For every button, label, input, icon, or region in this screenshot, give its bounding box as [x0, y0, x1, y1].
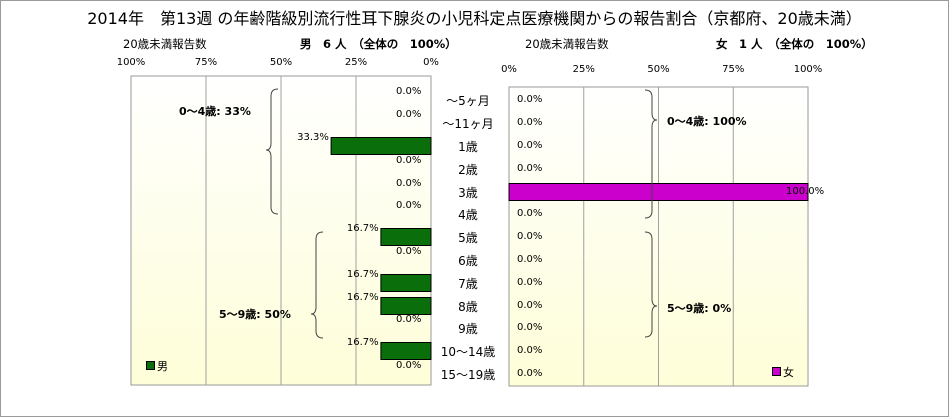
female-data-label: 100.0%	[786, 186, 825, 197]
male-data-label: 0.0%	[396, 246, 422, 257]
female-data-label: 0.0%	[517, 231, 543, 242]
female-brace-5-9	[644, 231, 658, 338]
male-brace-0-4	[265, 88, 279, 215]
female-data-label: 0.0%	[517, 140, 543, 151]
female-brace-0-4	[644, 89, 658, 219]
male-data-label: 0.0%	[396, 109, 422, 120]
male-data-label: 16.7%	[346, 223, 379, 234]
male-group-5-9-label: 5～9歳: 50%	[219, 308, 291, 321]
male-data-label: 0.0%	[396, 178, 422, 189]
male-data-label: 0.0%	[396, 360, 422, 371]
female-data-label: 0.0%	[517, 208, 543, 219]
male-x-tick-label: 50%	[269, 57, 293, 68]
female-data-label: 0.0%	[517, 163, 543, 174]
category-label: 7歳	[458, 277, 478, 291]
female-header: 20歳未満報告数	[525, 37, 609, 51]
male-x-tick-label: 25%	[344, 57, 368, 68]
male-legend: 男	[146, 358, 168, 374]
category-label: 15～19歳	[440, 368, 496, 382]
category-label: 8歳	[458, 300, 478, 314]
category-label: 2歳	[458, 163, 478, 177]
female-data-label: 0.0%	[517, 94, 543, 105]
female-data-label: 0.0%	[517, 254, 543, 265]
category-label: 3歳	[458, 186, 478, 200]
male-bar	[380, 228, 432, 246]
female-legend-label: 女	[783, 366, 794, 379]
category-label: 9歳	[458, 322, 478, 336]
female-legend-swatch	[772, 367, 781, 376]
chart-title: 2014年 第13週 の年齢階級別流行性耳下腺炎の小児科定点医療機関からの報告割…	[87, 9, 862, 28]
female-bar	[508, 183, 809, 201]
male-bar	[380, 274, 432, 292]
female-count: 女 1 人 （全体の 100%）	[716, 37, 873, 51]
male-data-label: 16.7%	[346, 292, 379, 303]
male-data-label: 0.0%	[396, 155, 422, 166]
female-x-tick-label: 100%	[793, 64, 823, 75]
male-data-label: 33.3%	[297, 132, 329, 143]
category-label: ～5ヶ月	[446, 94, 490, 108]
female-legend: 女	[772, 364, 794, 380]
male-brace-5-9	[310, 231, 324, 339]
male-legend-label: 男	[157, 360, 168, 373]
female-data-label: 0.0%	[517, 277, 543, 288]
male-bar	[330, 137, 432, 155]
category-label: 10～14歳	[440, 345, 496, 359]
male-bar	[380, 297, 432, 315]
female-x-tick-label: 0%	[501, 64, 517, 75]
female-x-tick-label: 50%	[647, 64, 670, 75]
female-data-label: 0.0%	[517, 117, 543, 128]
male-data-label: 16.7%	[346, 269, 379, 280]
female-data-label: 0.0%	[517, 345, 543, 356]
category-label: 1歳	[458, 140, 478, 154]
category-label: 6歳	[458, 254, 478, 268]
male-bar	[380, 342, 432, 360]
male-x-tick-label: 100%	[116, 57, 146, 68]
category-label: 5歳	[458, 231, 478, 245]
female-data-label: 0.0%	[517, 300, 543, 311]
male-x-tick-label: 75%	[194, 57, 218, 68]
male-data-label: 0.0%	[396, 86, 422, 97]
male-data-label: 0.0%	[396, 200, 422, 211]
male-data-label: 0.0%	[396, 314, 422, 325]
female-x-tick-label: 75%	[722, 64, 745, 75]
category-label: ～11ヶ月	[442, 117, 494, 131]
male-count: 男 6 人 （全体の 100%）	[300, 37, 457, 51]
female-x-tick-label: 25%	[572, 64, 595, 75]
male-data-label: 16.7%	[346, 337, 379, 348]
male-legend-swatch	[146, 361, 155, 370]
female-data-label: 0.0%	[517, 322, 543, 333]
male-header: 20歳未満報告数	[123, 37, 207, 51]
male-x-tick-label: 0%	[423, 57, 439, 68]
male-group-0-4-label: 0～4歳: 33%	[179, 105, 251, 118]
female-group-0-4-label: 0～4歳: 100%	[667, 115, 747, 128]
female-group-5-9-label: 5～9歳: 0%	[667, 302, 732, 315]
female-data-label: 0.0%	[517, 368, 543, 379]
category-label: 4歳	[458, 208, 478, 222]
